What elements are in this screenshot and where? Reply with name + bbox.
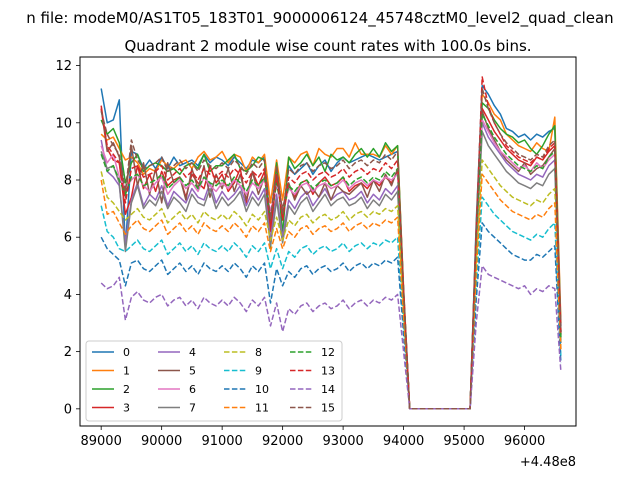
series-line-14 <box>100 265 562 410</box>
x-tick-label: 91000 <box>201 434 242 449</box>
x-axis: 89000 90000 91000 92000 93000 94000 95000 96000 <box>80 426 545 449</box>
legend-label-4: 4 <box>189 346 196 359</box>
series-line-2 <box>100 102 562 410</box>
legend-label-0: 0 <box>123 346 130 359</box>
y-tick-label: 2 <box>64 345 72 360</box>
x-tick-label: 96000 <box>504 434 545 449</box>
figure-suptitle: n file: modeM0/AS1T05_183T01_9000006124_… <box>26 9 613 28</box>
y-axis: 0 2 4 6 8 10 12 <box>55 59 80 417</box>
x-tick-label: 94000 <box>383 434 424 449</box>
x-tick-label: 89000 <box>80 434 121 449</box>
plot-frame <box>79 56 577 427</box>
legend-label-12: 12 <box>321 346 335 359</box>
series-layer <box>100 76 562 410</box>
legend-label-11: 11 <box>255 402 269 415</box>
legend-label-14: 14 <box>321 383 335 396</box>
series-line-9 <box>100 196 562 410</box>
series-line-15 <box>100 87 562 410</box>
chart-title: Quadrant 2 module wise count rates with … <box>124 37 531 55</box>
x-tick-label: 92000 <box>262 434 303 449</box>
y-tick-label: 4 <box>64 288 72 303</box>
y-tick-label: 6 <box>64 231 72 246</box>
x-offset-label: +4.48e8 <box>520 455 576 470</box>
legend-label-6: 6 <box>189 383 196 396</box>
legend-box <box>85 340 343 422</box>
legend-label-3: 3 <box>123 402 130 415</box>
series-line-13 <box>100 76 562 410</box>
series-line-8 <box>100 159 562 410</box>
legend-label-13: 13 <box>321 365 335 378</box>
y-tick-label: 12 <box>55 59 72 74</box>
y-tick-label: 0 <box>64 402 72 417</box>
series-line-10 <box>100 222 562 410</box>
legend-label-1: 1 <box>123 365 130 378</box>
legend-label-5: 5 <box>189 365 196 378</box>
legend-label-15: 15 <box>321 402 335 415</box>
legend-label-2: 2 <box>123 383 130 396</box>
series-line-11 <box>100 173 562 410</box>
x-tick-label: 95000 <box>443 434 484 449</box>
series-line-6 <box>100 119 562 410</box>
series-line-12 <box>100 113 562 410</box>
series-line-7 <box>100 130 562 410</box>
x-tick-label: 90000 <box>141 434 182 449</box>
y-tick-label: 8 <box>64 174 72 189</box>
legend-label-9: 9 <box>255 365 262 378</box>
legend-label-10: 10 <box>255 383 269 396</box>
y-tick-label: 10 <box>55 116 72 131</box>
x-tick-label: 93000 <box>322 434 363 449</box>
legend-label-8: 8 <box>255 346 262 359</box>
legend-label-7: 7 <box>189 402 196 415</box>
